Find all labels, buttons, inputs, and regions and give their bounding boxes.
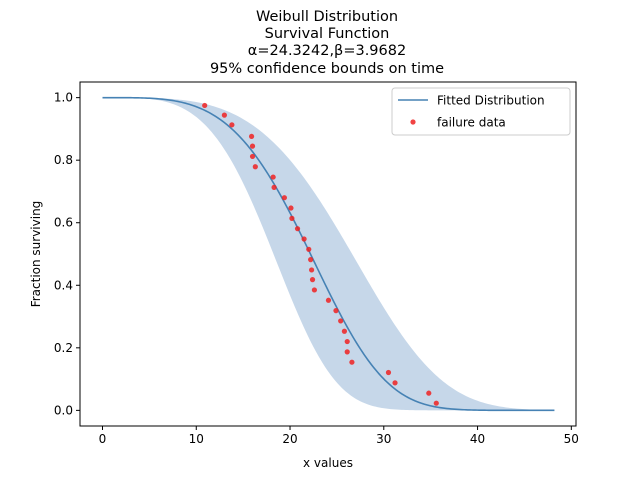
failure-data-point [308,267,315,273]
legend: Fitted Distribution failure data [391,87,571,136]
failure-data-point [311,287,317,293]
x-tick-label: 10 [189,432,204,446]
failure-data-point [338,318,344,324]
title-line-3: α=24.3242,β=3.9682 [248,43,406,59]
failure-data-point [341,328,348,334]
failure-data-point [252,164,258,170]
failure-data-point [433,400,439,406]
legend-label-fitted: Fitted Distribution [437,94,545,108]
y-axis-label: Fraction surviving [29,201,43,308]
x-tick-label: 0 [99,432,107,446]
failure-data-point [344,349,350,355]
failure-data-point [333,308,339,314]
x-tick-label: 40 [470,432,485,446]
y-tick-label: 0.4 [54,278,73,292]
failure-data-point [385,369,392,376]
failure-data-point [294,226,301,232]
failure-data-point [281,195,287,201]
axes-frame [79,81,577,427]
x-axis-label: x values [303,456,353,470]
fitted-distribution-line [102,96,555,412]
chart-title: Weibull Distribution Survival Function α… [210,9,444,77]
failure-data-point [271,184,277,190]
plot-area [102,96,555,412]
failure-data-point [289,215,295,221]
failure-data-point [309,277,316,283]
failure-data-point [202,102,208,109]
x-axis-ticks: 0 10 20 30 40 50 [99,426,579,446]
failure-data-point [426,390,432,396]
failure-data-point [288,205,294,211]
failure-data-point [349,359,355,365]
failure-data-point [270,174,276,180]
failure-data-point [221,112,227,118]
failure-data-point [344,338,350,345]
failure-data-point [249,153,256,160]
failure-data-point [229,122,235,128]
failure-data-point [306,246,312,252]
confidence-band [102,97,555,411]
title-line-2: Survival Function [265,26,390,42]
y-tick-label: 0.0 [54,403,73,417]
failure-data-point [301,236,307,242]
y-tick-label: 0.8 [54,153,73,167]
y-axis-ticks: 0.0 0.2 0.4 0.6 0.8 1.0 [54,91,80,417]
legend-box [391,87,571,136]
failure-data-point [392,380,398,386]
title-line-4: 95% confidence bounds on time [210,61,444,77]
x-tick-label: 50 [564,432,579,446]
y-tick-label: 1.0 [54,91,73,105]
title-line-1: Weibull Distribution [256,9,398,25]
failure-data-point [248,133,255,140]
failure-data-point [249,143,256,149]
failure-data-point [325,297,332,303]
legend-label-failure-data: failure data [437,116,506,130]
failure-data-points [202,102,439,406]
legend-point-swatch [410,119,416,125]
y-tick-label: 0.6 [54,216,73,230]
failure-data-point [308,257,314,263]
x-tick-label: 20 [282,432,297,446]
y-tick-label: 0.2 [54,341,73,355]
x-tick-label: 30 [376,432,391,446]
